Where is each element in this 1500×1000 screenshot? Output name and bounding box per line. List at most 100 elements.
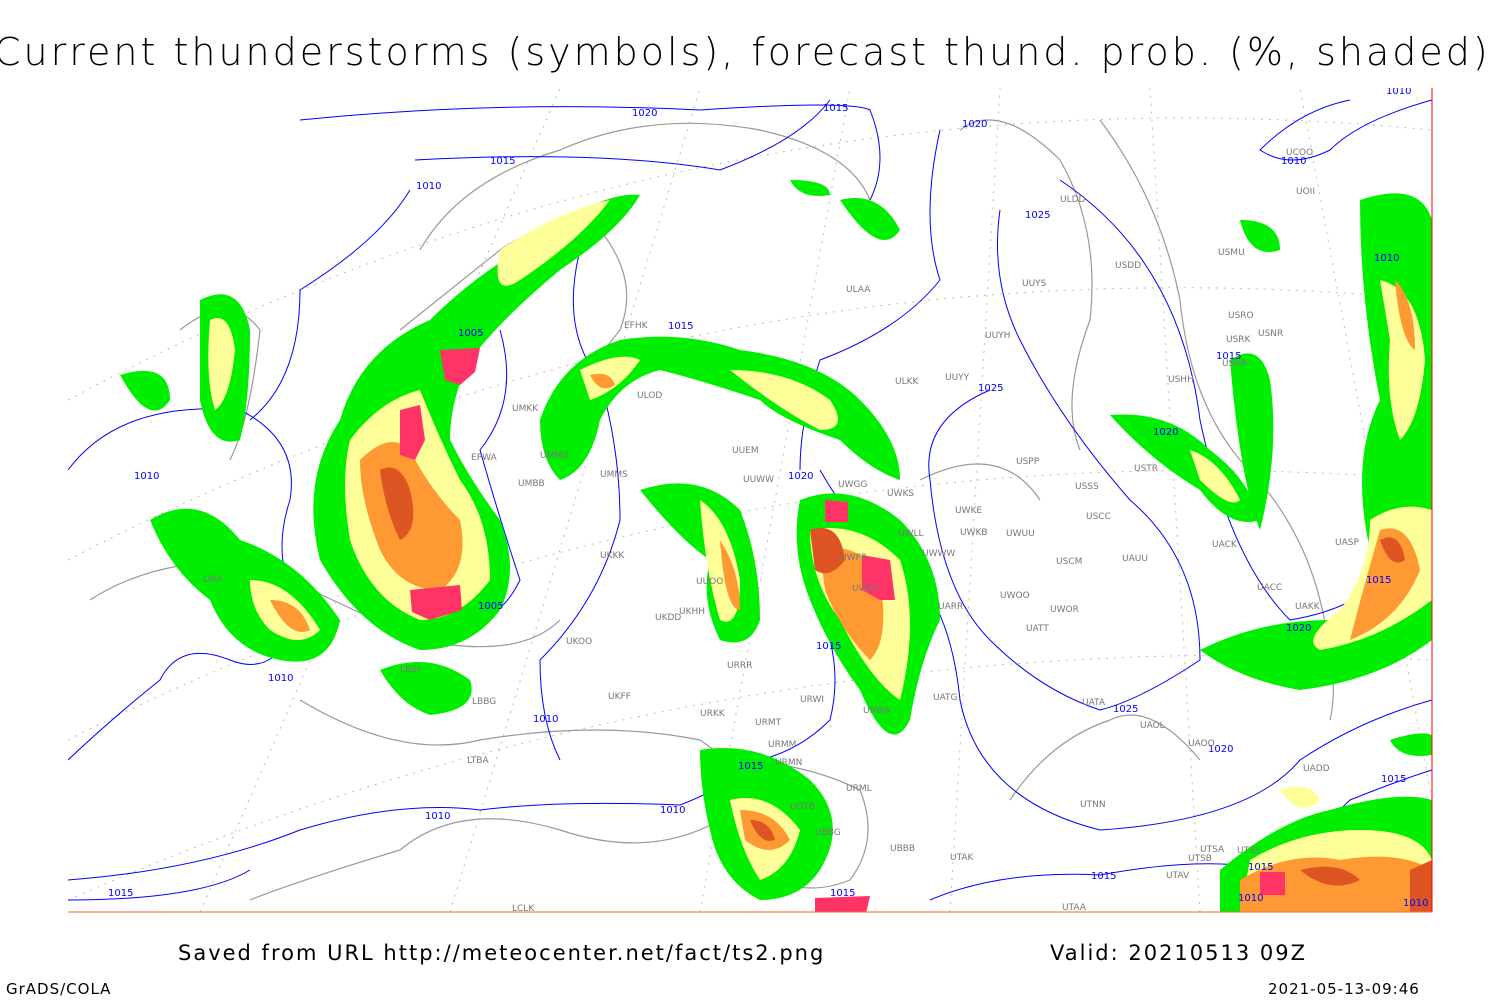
station-label: UKOO [566,637,592,647]
station-label: URMM [768,740,796,750]
thunderstorm-symbol [815,896,870,912]
isobar-label: 1015 [1216,351,1241,362]
station-label: EFHK [624,321,649,331]
station-label: UWWW [922,549,955,559]
station-label: UTAK [950,853,975,863]
station-label: UTSA [1200,845,1225,855]
isobar-label: 1025 [978,383,1003,394]
station-label: USDD [1115,261,1141,271]
station-label: URMT [755,718,782,728]
station-label: UWOO [1000,591,1030,601]
isobar-label: 1015 [1381,774,1406,785]
map-title: Current thunderstorms (symbols), forecas… [0,30,1491,74]
station-label: UKDD [655,613,681,623]
station-label: UATT [1026,624,1049,634]
station-label: USCM [1056,557,1082,567]
station-label: USSS [1075,482,1099,492]
station-label: UWKS [887,489,914,499]
station-label: UATG [933,693,958,703]
station-label: UBBB [890,844,915,854]
station-label: UCOO [1286,148,1313,158]
isobar-label: 1010 [1238,893,1263,904]
isobar-label: 1015 [668,321,693,332]
station-label: UTAA [1062,903,1087,913]
isobar-label: 1020 [632,108,657,119]
station-label: UWOR [1050,605,1079,615]
station-label: LBSF [400,665,422,675]
station-label: UUYS [1022,279,1047,289]
station-label: UMKK [512,404,539,414]
station-label: UATA [1082,698,1106,708]
station-label: UWUU [1006,529,1035,539]
station-label: UMMG [540,451,569,461]
station-label: UTAV [1166,871,1190,881]
station-label: USPP [1016,457,1040,467]
station-label: UWKB [960,528,988,538]
isobar-label: 1010 [425,811,450,822]
station-label: UAUU [1122,554,1148,564]
station-label: UWKE [955,506,982,516]
station-label: UARR [938,602,963,612]
station-label: LTBA [467,756,489,766]
station-label: UACC [1257,583,1282,593]
thunderstorm-symbol [410,585,462,620]
isobar-label: 1025 [1025,210,1050,221]
station-label: ULAA [846,285,871,295]
station-label: UASP [1335,538,1359,548]
isobar-label: 1010 [134,471,159,482]
isobar-label: 1015 [816,641,841,652]
station-label: URMN [775,758,802,768]
station-label: URRR [727,661,752,671]
isobar-label: 1015 [830,888,855,899]
isobar-label: 1010 [1281,156,1306,167]
station-label: URKK [700,709,726,719]
station-label: UOII [1296,187,1315,197]
station-label: UWGG [838,480,867,490]
station-label: UKKK [600,551,625,561]
station-label: UUWW [743,475,774,485]
isobar-label: 1015 [823,103,848,114]
isobar-label: 1010 [268,673,293,684]
station-label: ULDD [1060,195,1086,205]
isobar-label: 1015 [738,761,763,772]
thunderstorm-probability-shading [120,180,1432,912]
station-label: UKHH [679,607,705,617]
station-label: LCLK [512,904,535,914]
generated-timestamp: 2021-05-13-09:46 [1268,980,1420,998]
station-label: USMU [1218,248,1245,258]
thunderstorm-symbol [1260,872,1285,895]
station-label: ULKK [895,377,920,387]
station-label: EPWA [471,453,498,463]
station-label: ULOD [637,391,662,401]
isobar-label: 1020 [1208,744,1233,755]
station-label: UTNN [1080,800,1106,810]
station-label: UAKK [1295,602,1321,612]
station-label: UUYY [945,373,970,383]
station-label: UADD [1303,764,1330,774]
isobar-label: 1025 [1113,704,1138,715]
isobar-label: 1015 [1366,575,1391,586]
station-label: UMMS [600,470,628,480]
thunderstorm-symbol [862,555,895,600]
station-label: UGTB [790,802,815,812]
station-label: UUOO [696,577,723,587]
station-label: USRK [1226,335,1252,345]
station-label: USRO [1228,311,1254,321]
station-label: UTSS [1237,846,1261,856]
station-label: UBBG [815,828,841,838]
isobar-label: 1010 [533,714,558,725]
isobar-label: 1010 [1386,86,1411,97]
isobar-label: 1020 [962,119,987,130]
thunderstorm-symbol [825,500,848,522]
isobar-label: 1010 [416,181,441,192]
station-label: USNR [1258,329,1283,339]
thunderstorm-symbol [440,348,480,385]
isobar-label: 1015 [490,156,515,167]
station-label: USTR [1134,464,1158,474]
isobar-label: 1015 [108,888,133,899]
station-label: USCC [1086,512,1111,522]
station-label: UAOO [1188,739,1215,749]
station-label: UAOL [1140,721,1165,731]
isobar-label: 1010 [1374,253,1399,264]
